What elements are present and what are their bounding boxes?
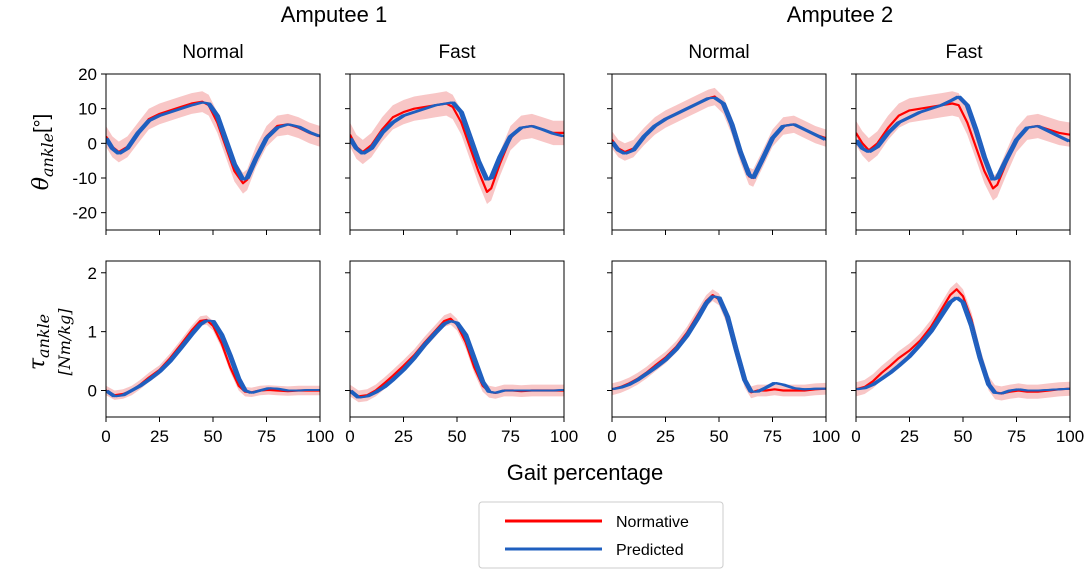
predicted-line	[350, 101, 564, 181]
legend: Normative Predicted	[478, 501, 724, 569]
panel: 0 25 50 75 100 0 1 2	[88, 260, 334, 446]
x-tick-label: 100	[306, 427, 334, 446]
x-tick-label: 0	[851, 427, 860, 446]
normative-band	[612, 289, 826, 399]
panel	[607, 73, 827, 235]
normative-band	[612, 87, 826, 187]
y-tick-label: 10	[78, 100, 97, 119]
legend-normative-label: Normative	[616, 514, 689, 531]
x-tick-label: 75	[763, 427, 782, 446]
panel-title: Normal	[182, 42, 243, 63]
x-tick-label: 75	[257, 427, 276, 446]
x-tick-label: 75	[1007, 427, 1026, 446]
panel: 0 25 50 75 100	[345, 260, 578, 446]
panel-title: Fast	[946, 42, 984, 63]
x-tick-label: 0	[345, 427, 354, 446]
x-tick-label: 50	[710, 427, 729, 446]
x-tick-label: 75	[501, 427, 520, 446]
panel: -20 -10 0 10 20	[72, 65, 321, 235]
predicted-line	[106, 101, 320, 181]
panel-title: Normal	[688, 42, 749, 63]
plot-area	[350, 91, 564, 204]
predicted-line	[856, 95, 1070, 181]
plot-area	[106, 315, 320, 400]
x-axis-label: Gait percentage	[507, 460, 664, 485]
predicted-line	[857, 296, 1070, 395]
x-tick-label: 50	[448, 427, 467, 446]
predicted-line	[856, 296, 1070, 395]
legend-predicted-label: Predicted	[616, 542, 684, 559]
x-tick-label: 0	[101, 427, 110, 446]
y-tick-label: -10	[72, 169, 97, 188]
x-tick-label: 100	[550, 427, 578, 446]
plot-area	[856, 282, 1070, 401]
panel-title: Fast	[439, 42, 477, 63]
y-label-torque-unit: [Nm/kg]	[55, 308, 74, 376]
x-tick-label: 25	[656, 427, 675, 446]
y-label-torque: τankle	[25, 314, 53, 370]
plot-area	[106, 91, 320, 194]
y-tick-label: 20	[78, 65, 97, 84]
panel: 0 25 50 75 100	[607, 260, 840, 446]
x-tick-label: 50	[954, 427, 973, 446]
predicted-line	[107, 319, 320, 398]
x-tick-label: 25	[900, 427, 919, 446]
y-tick-label: 1	[88, 323, 97, 342]
predicted-line	[351, 320, 564, 399]
plot-area	[612, 87, 826, 187]
predicted-line	[612, 96, 826, 179]
panel	[345, 73, 565, 235]
axes-frame	[855, 73, 1071, 231]
plot-area	[612, 289, 826, 399]
x-tick-label: 25	[150, 427, 169, 446]
normative-band	[856, 282, 1070, 401]
x-tick-label: 0	[607, 427, 616, 446]
axes-frame	[349, 73, 565, 231]
y-tick-label: 0	[88, 134, 97, 153]
plot-area	[856, 91, 1070, 201]
x-tick-label: 25	[394, 427, 413, 446]
x-tick-label: 100	[1056, 427, 1084, 446]
axes-frame	[105, 73, 321, 231]
panel: 0 25 50 75 100	[851, 260, 1084, 446]
y-label-torque-symbol: τ	[25, 357, 50, 370]
legend-frame	[478, 501, 724, 569]
group-title-amputee-2: Amputee 2	[787, 2, 893, 27]
normative-band	[350, 91, 564, 204]
y-label-angle-sub: ankle	[38, 133, 57, 177]
x-tick-label: 50	[204, 427, 223, 446]
predicted-line	[856, 296, 1069, 395]
group-title-amputee-1: Amputee 1	[281, 2, 387, 27]
normative-line	[856, 288, 1070, 395]
panel	[851, 73, 1071, 235]
y-label-torque-sub: ankle	[34, 314, 53, 358]
normative-band	[856, 91, 1070, 201]
x-tick-label: 100	[812, 427, 840, 446]
y-tick-label: 2	[88, 264, 97, 283]
y-tick-label: -20	[72, 204, 97, 223]
y-label-angle-symbol: θ	[29, 177, 54, 190]
y-label-angle: θankle[°]	[29, 114, 57, 191]
predicted-line	[613, 295, 826, 393]
y-label-angle-unit: [°]	[31, 114, 53, 133]
plot-area	[350, 312, 564, 403]
y-tick-label: 0	[88, 382, 97, 401]
